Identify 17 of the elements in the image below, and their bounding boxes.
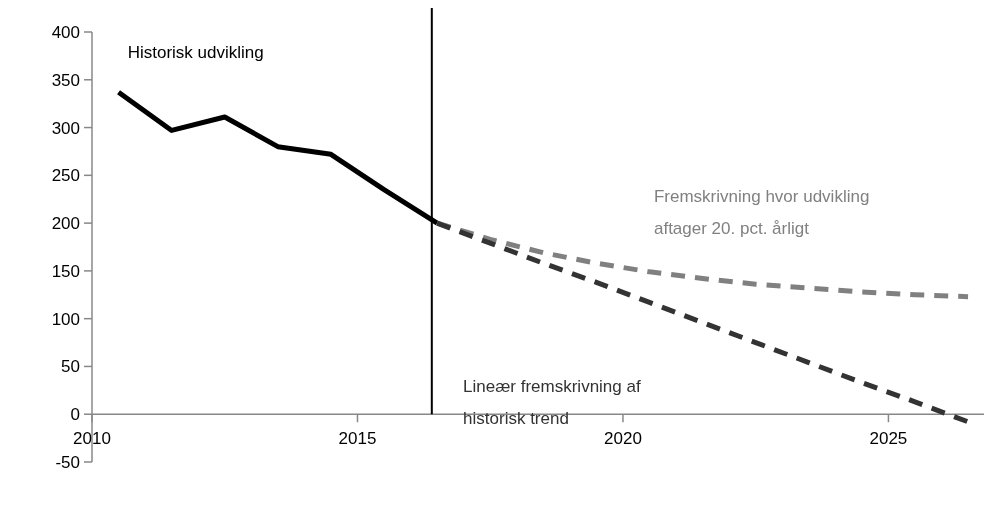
x-tick-label: 2015 (338, 429, 377, 449)
text: Fremskrivning hvor udvikling aftager 20. pct. årligt (653, 186, 870, 238)
y-tick-label: 250 (51, 166, 80, 186)
y-tick-label: 100 (51, 309, 80, 329)
y-tick-label: 300 (51, 118, 80, 138)
y-tick-label: 400 (51, 22, 80, 42)
x-tick-label: 2025 (869, 429, 908, 449)
text: Lineær fremskrivning af historisk trend (463, 376, 641, 428)
y-tick-label: -50 (55, 452, 80, 472)
y-tick-label: 0 (70, 405, 80, 425)
y-tick-label: 200 (51, 214, 80, 234)
x-tick-label: 2020 (604, 429, 642, 449)
y-tick-label: 150 (51, 261, 80, 281)
y-tick-label: 50 (61, 357, 80, 377)
y-tick-label: 350 (51, 70, 80, 90)
series-label: Historisk udvikling (127, 42, 264, 62)
x-tick-label: 2010 (73, 429, 111, 449)
